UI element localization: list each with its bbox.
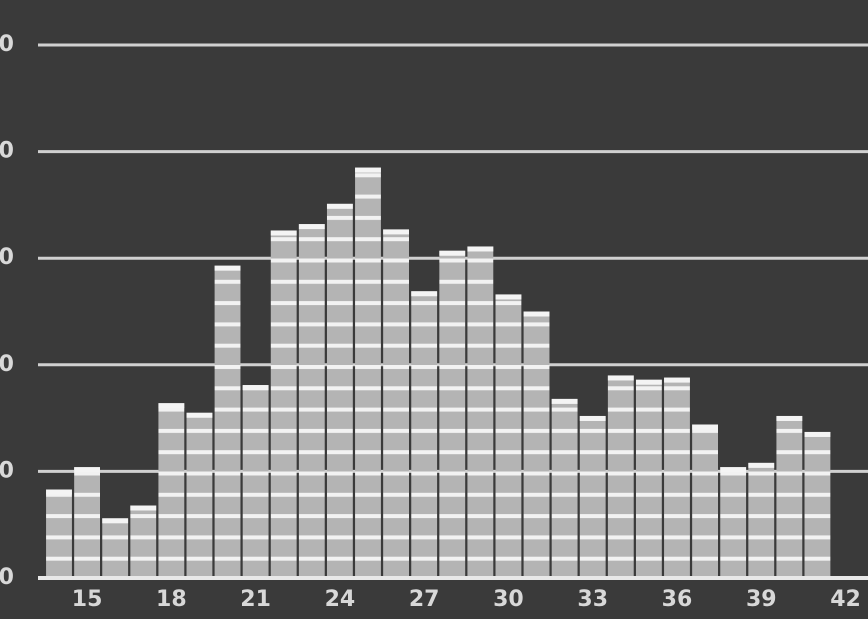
bar [327, 204, 353, 578]
bar [720, 467, 746, 578]
bar [271, 230, 297, 578]
bar [692, 424, 718, 578]
bar [636, 380, 662, 578]
bar-cap [720, 467, 746, 472]
bar [608, 375, 634, 578]
bar-cap [411, 291, 437, 296]
x-tick-label: 15 [72, 587, 103, 612]
bar-cap [102, 518, 128, 523]
bar [102, 518, 128, 578]
y-tick-label: 60 [0, 245, 14, 270]
bar-cap [805, 432, 831, 437]
bar-cap [130, 506, 156, 511]
x-tick-label: 30 [493, 587, 524, 612]
bar-cap [748, 463, 774, 468]
bar [130, 506, 156, 578]
x-tick-label: 27 [409, 587, 440, 612]
x-tick-label: 24 [325, 587, 356, 612]
bar [355, 168, 381, 578]
bar-cap [46, 490, 72, 495]
bar-cap [158, 403, 184, 408]
bar-cap [271, 230, 297, 235]
y-tick-label: 40 [0, 458, 14, 483]
bar-cap [467, 246, 493, 251]
bar-cap [215, 266, 241, 271]
page: 30405060708015182124273033363942 (() => … [0, 0, 868, 619]
bar [411, 291, 437, 578]
bar [664, 378, 690, 578]
bar-cap [580, 416, 606, 421]
bar-cap [552, 399, 578, 404]
bar-cap [776, 416, 802, 421]
bar-cap [608, 375, 634, 380]
bar-cap [299, 224, 325, 229]
bar-cap [355, 168, 381, 173]
bar [439, 251, 465, 578]
bar [496, 294, 522, 578]
bar [215, 266, 241, 578]
bar [580, 416, 606, 578]
bar-cap [74, 467, 100, 472]
bar [805, 432, 831, 578]
bar-cap [383, 229, 409, 234]
y-tick-label: 50 [0, 352, 14, 377]
bar-cap [243, 385, 269, 390]
y-tick-label: 30 [0, 565, 14, 590]
x-tick-label: 33 [577, 587, 608, 612]
bar-cap [636, 380, 662, 385]
bar [748, 463, 774, 578]
y-tick-label: 80 [0, 32, 14, 57]
y-tick-label: 70 [0, 139, 14, 164]
bar [46, 490, 72, 578]
x-tick-label: 39 [746, 587, 777, 612]
bar-cap [496, 294, 522, 299]
bar [552, 399, 578, 578]
bar [524, 312, 550, 579]
bar [299, 224, 325, 578]
bar-cap [692, 424, 718, 429]
bar-cap [187, 413, 213, 418]
chart: 30 40 50 60 70 80 15 18 21 24 27 30 33 36 39 42 [0, 0, 868, 619]
bar [74, 467, 100, 578]
x-tick-label: 36 [662, 587, 693, 612]
bar [243, 385, 269, 578]
bar-cap [524, 312, 550, 317]
x-tick-label: 18 [156, 587, 187, 612]
bar-cap [664, 378, 690, 383]
bar [383, 229, 409, 578]
bar [187, 413, 213, 578]
bar [158, 403, 184, 578]
bar-cap [439, 251, 465, 256]
x-tick-label: 21 [240, 587, 271, 612]
bar [467, 246, 493, 578]
bar-cap [327, 204, 353, 209]
x-tick-label: 42 [830, 587, 861, 612]
bar [776, 416, 802, 578]
